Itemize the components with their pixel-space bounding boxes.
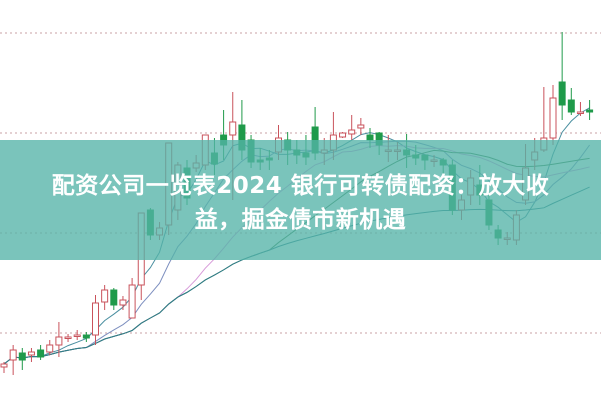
candle-body-12 [110, 289, 118, 306]
candle-body-4 [37, 349, 45, 358]
candle-body-6 [55, 336, 63, 346]
candle-body-7 [64, 336, 72, 339]
candle-body-37 [339, 132, 347, 138]
candle-body-1 [9, 349, 17, 361]
candle-body-13 [119, 299, 127, 306]
candle-body-0 [0, 363, 8, 368]
candle-body-10 [92, 302, 99, 336]
title-line-2: 益，掘金债市新机遇 [194, 207, 407, 233]
candle-body-61 [558, 81, 566, 106]
candle-body-25 [229, 121, 237, 136]
candle-body-39 [357, 124, 365, 129]
candle-body-5 [46, 344, 54, 353]
candle-body-64 [586, 109, 594, 113]
title-banner [0, 140, 601, 260]
candle-body-14 [128, 284, 136, 319]
candle-body-11 [101, 289, 109, 303]
candle-body-2 [18, 352, 26, 361]
candle-body-60 [549, 97, 557, 139]
candle-body-63 [576, 111, 584, 114]
title-line-1: 配资公司一览表2024 银行可转债配资：放大收 [51, 173, 550, 199]
candle-body-38 [348, 129, 356, 135]
candle-body-3 [27, 351, 35, 356]
candle-body-62 [567, 99, 575, 113]
candle-body-9 [82, 334, 90, 339]
candle-body-8 [73, 334, 81, 337]
